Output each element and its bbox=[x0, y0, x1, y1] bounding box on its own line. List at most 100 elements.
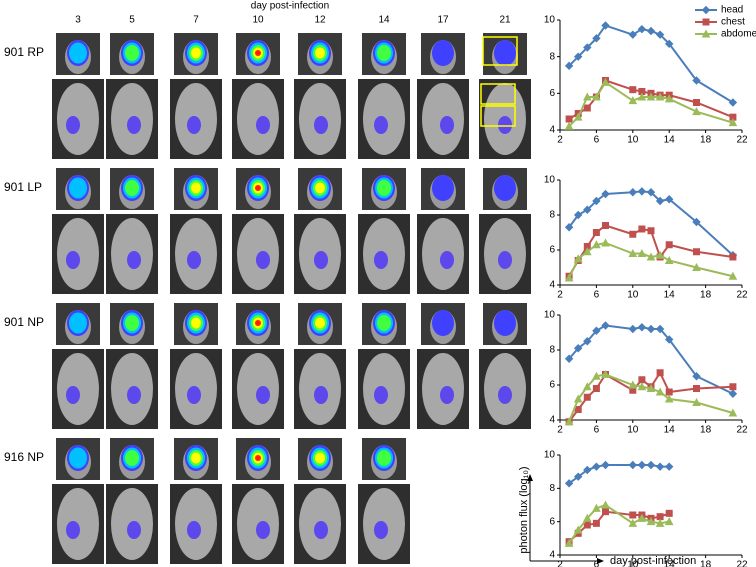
y-tick-label: 10 bbox=[544, 450, 556, 461]
marker bbox=[592, 196, 601, 206]
y-tick-label: 8 bbox=[549, 51, 555, 62]
marker bbox=[646, 517, 656, 526]
y-tick-label: 8 bbox=[549, 210, 555, 221]
series-line bbox=[568, 80, 734, 128]
marker bbox=[692, 76, 701, 85]
marker bbox=[637, 248, 647, 257]
marker bbox=[665, 509, 673, 517]
marker bbox=[628, 518, 638, 527]
marker bbox=[564, 223, 574, 232]
day-label: 7 bbox=[193, 15, 199, 26]
marker bbox=[583, 43, 592, 52]
marker bbox=[583, 104, 591, 112]
marker bbox=[655, 324, 665, 334]
x-tick-label: 6 bbox=[594, 135, 600, 146]
y-tick-label: 4 bbox=[549, 125, 555, 136]
marker bbox=[655, 462, 665, 471]
signal bbox=[127, 521, 141, 539]
marker bbox=[573, 254, 583, 263]
marker bbox=[601, 460, 610, 470]
x-tick-label: 14 bbox=[664, 135, 676, 146]
row-label: 901 RP bbox=[4, 45, 44, 59]
roi-box bbox=[482, 36, 518, 66]
marker bbox=[655, 196, 665, 206]
marker bbox=[564, 61, 574, 71]
marker bbox=[637, 187, 647, 196]
row-label: 916 NP bbox=[4, 450, 44, 464]
marker bbox=[582, 513, 592, 522]
y-tick-label: 6 bbox=[549, 516, 555, 527]
marker bbox=[583, 465, 592, 475]
marker bbox=[582, 247, 592, 256]
x-tick-label: 2 bbox=[557, 290, 563, 301]
signal bbox=[127, 251, 141, 269]
signal bbox=[125, 180, 139, 196]
signal bbox=[498, 386, 512, 404]
day-label: 3 bbox=[75, 15, 81, 26]
marker bbox=[656, 369, 664, 377]
x-tick-label: 22 bbox=[736, 290, 748, 301]
marker bbox=[601, 321, 610, 330]
marker bbox=[602, 508, 609, 516]
marker bbox=[592, 519, 600, 527]
header: day post-infection bbox=[251, 1, 329, 12]
marker bbox=[702, 18, 710, 26]
marker bbox=[573, 210, 583, 220]
signal bbox=[315, 452, 325, 464]
y-tick-label: 4 bbox=[549, 550, 555, 561]
row-label: 901 LP bbox=[4, 180, 42, 194]
marker bbox=[565, 115, 573, 123]
x-arrowhead bbox=[597, 558, 604, 564]
signal bbox=[256, 251, 270, 269]
marker bbox=[573, 52, 583, 61]
x-tick-label: 14 bbox=[664, 560, 676, 567]
y-tick-label: 4 bbox=[549, 415, 555, 426]
signal bbox=[255, 455, 261, 461]
marker bbox=[638, 225, 646, 233]
marker bbox=[592, 240, 601, 249]
marker bbox=[583, 521, 591, 529]
y-tick-label: 4 bbox=[549, 280, 555, 291]
signal bbox=[315, 47, 325, 59]
roi-box bbox=[480, 83, 516, 105]
marker bbox=[638, 376, 646, 384]
marker bbox=[582, 92, 592, 101]
marker bbox=[646, 252, 656, 261]
marker bbox=[583, 393, 591, 401]
signal bbox=[66, 251, 80, 269]
marker bbox=[692, 262, 701, 271]
x-tick-label: 22 bbox=[736, 560, 748, 567]
signal bbox=[494, 40, 516, 66]
marker bbox=[601, 238, 610, 247]
x-tick-label: 22 bbox=[736, 135, 748, 146]
signal bbox=[377, 315, 391, 331]
marker bbox=[664, 255, 674, 264]
x-tick-label: 6 bbox=[594, 290, 600, 301]
signal bbox=[256, 521, 270, 539]
marker bbox=[564, 538, 574, 547]
marker bbox=[655, 250, 665, 259]
signal bbox=[374, 386, 388, 404]
x-tick-label: 10 bbox=[627, 560, 639, 567]
marker bbox=[628, 380, 638, 389]
day-label: 17 bbox=[437, 15, 449, 26]
marker bbox=[693, 99, 700, 106]
row-label: 901 NP bbox=[4, 315, 44, 329]
marker bbox=[628, 324, 638, 334]
marker bbox=[637, 513, 647, 522]
marker bbox=[601, 189, 610, 199]
marker bbox=[592, 371, 601, 380]
roi-box bbox=[480, 105, 516, 127]
marker bbox=[646, 383, 656, 392]
day-label: 12 bbox=[314, 15, 326, 26]
signal bbox=[374, 251, 388, 269]
marker bbox=[701, 5, 711, 15]
x-tick-label: 14 bbox=[664, 425, 676, 436]
signal bbox=[191, 47, 201, 59]
day-label: 10 bbox=[252, 15, 264, 26]
x-tick-label: 18 bbox=[700, 135, 712, 146]
marker bbox=[728, 389, 738, 398]
x-tick-label: 6 bbox=[594, 425, 600, 436]
marker bbox=[629, 511, 637, 519]
marker bbox=[628, 188, 638, 197]
